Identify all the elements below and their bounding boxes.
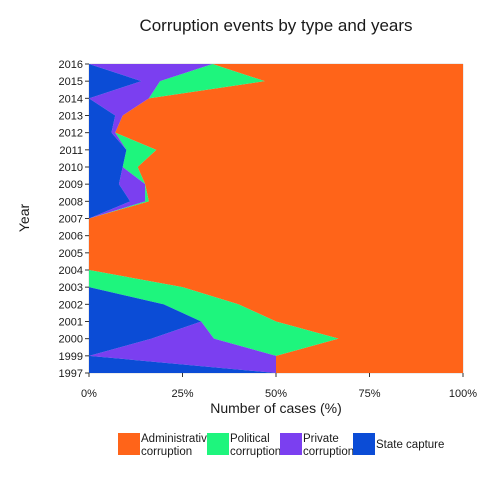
legend-label: Private (303, 433, 339, 445)
y-tick-label: 2009 (59, 179, 83, 191)
y-tick-label: 2008 (59, 196, 83, 208)
y-axis-title: Year (16, 204, 32, 233)
y-axis: 1997 1999 2000 2001 2002 2003 2004 2005 2006 2007… (59, 59, 89, 380)
y-tick-label: 2014 (59, 93, 83, 105)
legend-swatch (207, 433, 229, 455)
x-tick-label: 100% (449, 388, 477, 400)
x-tick-label: 25% (171, 388, 193, 400)
legend-label: State capture (376, 439, 444, 451)
y-tick-label: 2013 (59, 111, 83, 123)
chart-title: Corruption events by type and years (139, 16, 412, 35)
y-tick-label: 2000 (59, 334, 83, 346)
y-tick-label: 2012 (59, 128, 83, 140)
y-tick-label: 2011 (59, 145, 83, 157)
y-tick-label: 2001 (59, 317, 83, 329)
y-tick-label: 2015 (59, 76, 83, 88)
y-tick-label: 2016 (59, 59, 83, 71)
legend-label: Administrative (141, 433, 213, 445)
x-tick-label: 75% (358, 388, 380, 400)
y-tick-label: 2010 (59, 162, 83, 174)
legend-label: corruption (230, 446, 281, 458)
x-axis: 0% 25% 50% 75% 100% (81, 373, 477, 400)
y-tick-label: 2005 (59, 248, 83, 260)
legend-item: State capture (353, 433, 444, 455)
y-tick-label: 2002 (59, 299, 83, 311)
legend-label: corruption (141, 446, 192, 458)
area-administrative-corruption (89, 64, 463, 373)
y-tick-label: 2007 (59, 214, 83, 226)
area-private-corruption (89, 64, 276, 373)
y-tick-label: 2006 (59, 231, 83, 243)
legend: AdministrativecorruptionPoliticalcorrupt… (118, 433, 444, 458)
legend-swatch (118, 433, 140, 455)
x-tick-label: 0% (81, 388, 97, 400)
legend-swatch (353, 433, 375, 455)
y-tick-label: 1997 (59, 368, 83, 380)
stacked-areas (89, 64, 463, 373)
y-tick-label: 2004 (59, 265, 83, 277)
x-tick-label: 50% (265, 388, 287, 400)
area-state-capture (89, 64, 276, 373)
y-tick-label: 1999 (59, 351, 83, 363)
y-tick-label: 2003 (59, 282, 83, 294)
area-political-corruption (89, 64, 339, 373)
legend-label: corruption (303, 446, 354, 458)
x-axis-title: Number of cases (%) (210, 400, 341, 416)
legend-label: Political (230, 433, 270, 445)
legend-swatch (280, 433, 302, 455)
